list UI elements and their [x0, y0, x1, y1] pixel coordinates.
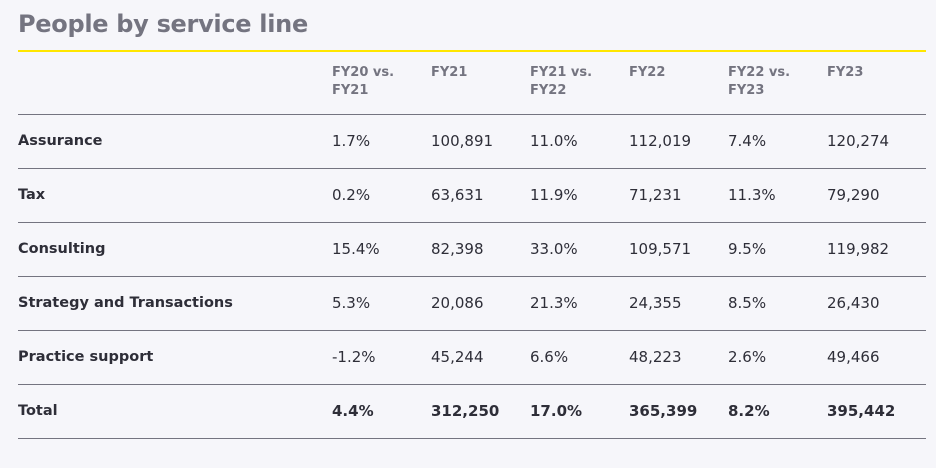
table-cell: 26,430 — [827, 276, 926, 331]
total-cell: 395,442 — [827, 384, 926, 439]
page-title: People by service line — [18, 10, 308, 38]
header-row: FY20 vs. FY21 FY21 FY21 vs. FY22 FY22 FY22… — [18, 52, 926, 115]
column-header: FY21 — [431, 52, 530, 115]
table-cell: 112,019 — [629, 114, 728, 169]
total-cell: 4.4% — [332, 384, 431, 439]
column-header: FY22 — [629, 52, 728, 115]
table-cell: 63,631 — [431, 168, 530, 223]
total-cell: 8.2% — [728, 384, 827, 439]
table-cell: 21.3% — [530, 276, 629, 331]
header-label-cell — [18, 52, 332, 115]
column-header: FY20 vs. FY21 — [332, 52, 431, 115]
table-cell: 11.0% — [530, 114, 629, 169]
row-label: Consulting — [18, 222, 332, 277]
accent-divider — [18, 50, 926, 52]
service-line-table: FY20 vs. FY21 FY21 FY21 vs. FY22 FY22 FY22… — [18, 52, 926, 439]
table-cell: 20,086 — [431, 276, 530, 331]
table-cell: 6.6% — [530, 330, 629, 385]
table-row: Consulting 15.4% 82,398 33.0% 109,571 9.… — [18, 222, 926, 277]
table-cell: 2.6% — [728, 330, 827, 385]
table-cell: 120,274 — [827, 114, 926, 169]
row-label: Assurance — [18, 114, 332, 169]
total-cell: 365,399 — [629, 384, 728, 439]
total-row: Total 4.4% 312,250 17.0% 365,399 8.2% 39… — [18, 384, 926, 439]
table-cell: 109,571 — [629, 222, 728, 277]
row-label: Tax — [18, 168, 332, 223]
table-cell: 119,982 — [827, 222, 926, 277]
table-cell: 79,290 — [827, 168, 926, 223]
table-row: Tax 0.2% 63,631 11.9% 71,231 11.3% 79,29… — [18, 168, 926, 223]
table-cell: 49,466 — [827, 330, 926, 385]
table-cell: 11.3% — [728, 168, 827, 223]
table-cell: 7.4% — [728, 114, 827, 169]
table-cell: 1.7% — [332, 114, 431, 169]
table-cell: 48,223 — [629, 330, 728, 385]
total-cell: 312,250 — [431, 384, 530, 439]
table-cell: 100,891 — [431, 114, 530, 169]
table-cell: 8.5% — [728, 276, 827, 331]
table-row: Assurance 1.7% 100,891 11.0% 112,019 7.4… — [18, 114, 926, 169]
table-cell: 33.0% — [530, 222, 629, 277]
table-cell: 24,355 — [629, 276, 728, 331]
column-header: FY21 vs. FY22 — [530, 52, 629, 115]
table-cell: 15.4% — [332, 222, 431, 277]
total-cell: 17.0% — [530, 384, 629, 439]
table-row: Strategy and Transactions 5.3% 20,086 21… — [18, 276, 926, 331]
table-cell: 0.2% — [332, 168, 431, 223]
table-row: Practice support -1.2% 45,244 6.6% 48,22… — [18, 330, 926, 385]
table-cell: 5.3% — [332, 276, 431, 331]
column-header: FY22 vs. FY23 — [728, 52, 827, 115]
table-cell: 82,398 — [431, 222, 530, 277]
table-cell: -1.2% — [332, 330, 431, 385]
row-label: Practice support — [18, 330, 332, 385]
table-cell: 71,231 — [629, 168, 728, 223]
table-cell: 9.5% — [728, 222, 827, 277]
table-cell: 11.9% — [530, 168, 629, 223]
row-label: Strategy and Transactions — [18, 276, 332, 331]
column-header: FY23 — [827, 52, 926, 115]
total-label: Total — [18, 384, 332, 439]
table-cell: 45,244 — [431, 330, 530, 385]
